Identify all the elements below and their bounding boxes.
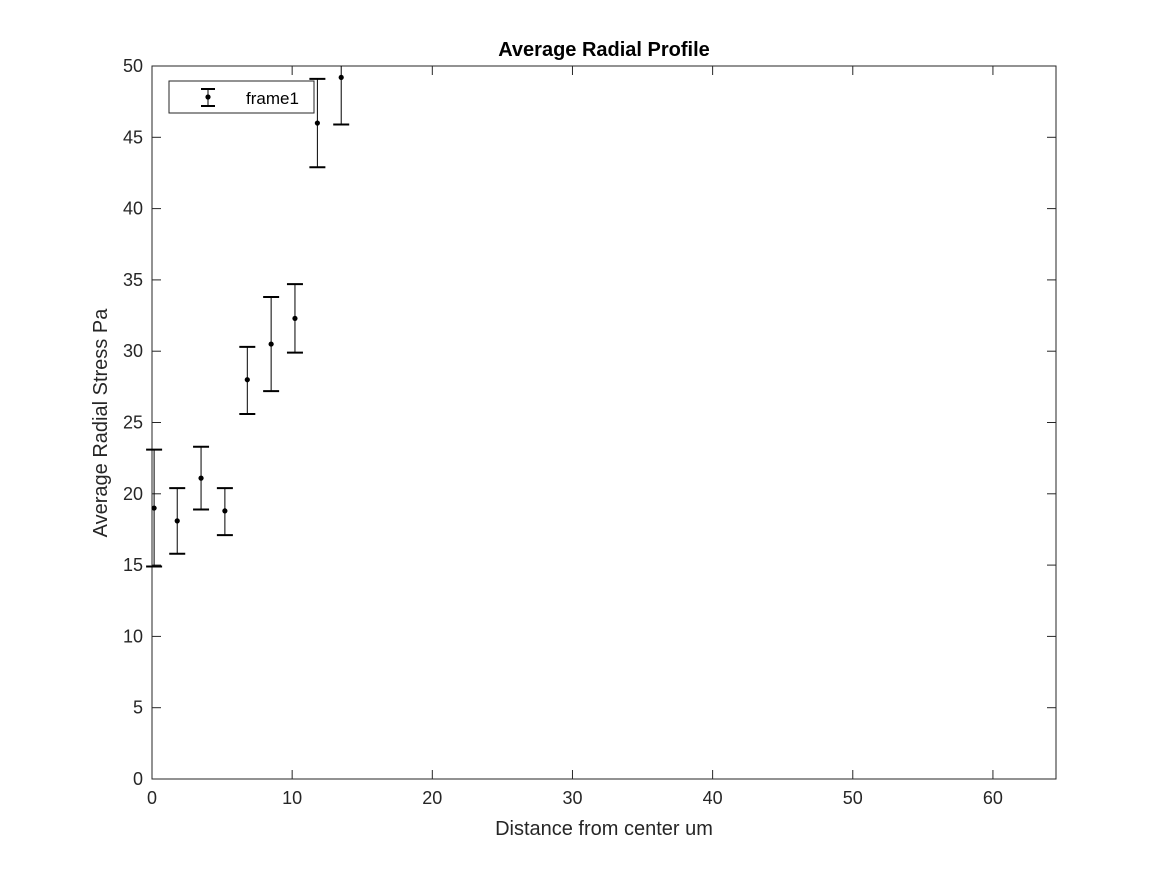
x-tick-label: 0	[147, 788, 157, 808]
data-point	[244, 377, 250, 383]
y-tick-label: 35	[123, 270, 143, 290]
plot-area	[151, 65, 1057, 780]
x-tick-label: 50	[843, 788, 863, 808]
y-axis-label: Average Radial Stress Pa	[90, 308, 112, 538]
y-tick-label: 10	[123, 626, 143, 646]
y-tick-label: 40	[123, 199, 143, 219]
x-axis-label: Distance from center um	[495, 818, 713, 840]
data-point	[314, 120, 320, 126]
data-point	[268, 341, 274, 347]
chart-title: Average Radial Profile	[498, 39, 710, 61]
data-point	[338, 74, 344, 81]
y-tick-label: 30	[123, 341, 143, 361]
legend: frame1	[168, 80, 315, 114]
series-frame1	[146, 66, 350, 568]
data-point	[151, 505, 157, 511]
data-point	[198, 475, 204, 481]
x-tick-label: 10	[282, 788, 302, 808]
y-tick-label: 20	[123, 484, 143, 504]
data-point	[292, 315, 298, 322]
legend-box	[168, 80, 315, 114]
x-tick-label: 30	[562, 788, 582, 808]
series-layer	[146, 66, 350, 568]
y-tick-label: 25	[123, 413, 143, 433]
legend-point	[205, 94, 211, 100]
x-tick-label: 20	[422, 788, 442, 808]
x-tick-label: 40	[703, 788, 723, 808]
y-tick-label: 5	[133, 698, 143, 718]
y-tick-label: 45	[123, 127, 143, 147]
legend-marker	[201, 88, 215, 107]
x-tick-label: 60	[983, 788, 1003, 808]
y-tick-label: 15	[123, 555, 143, 575]
legend-label: frame1	[246, 89, 299, 108]
axes: 0 10 20 30 40 50 60 0 5 10 15 20 25 30 35 40 45 50	[123, 56, 1056, 808]
data-point	[222, 508, 228, 514]
data-point	[174, 518, 180, 524]
plot-frame	[151, 65, 1057, 780]
y-tick-label: 0	[133, 769, 143, 789]
y-tick-label: 50	[123, 56, 143, 76]
